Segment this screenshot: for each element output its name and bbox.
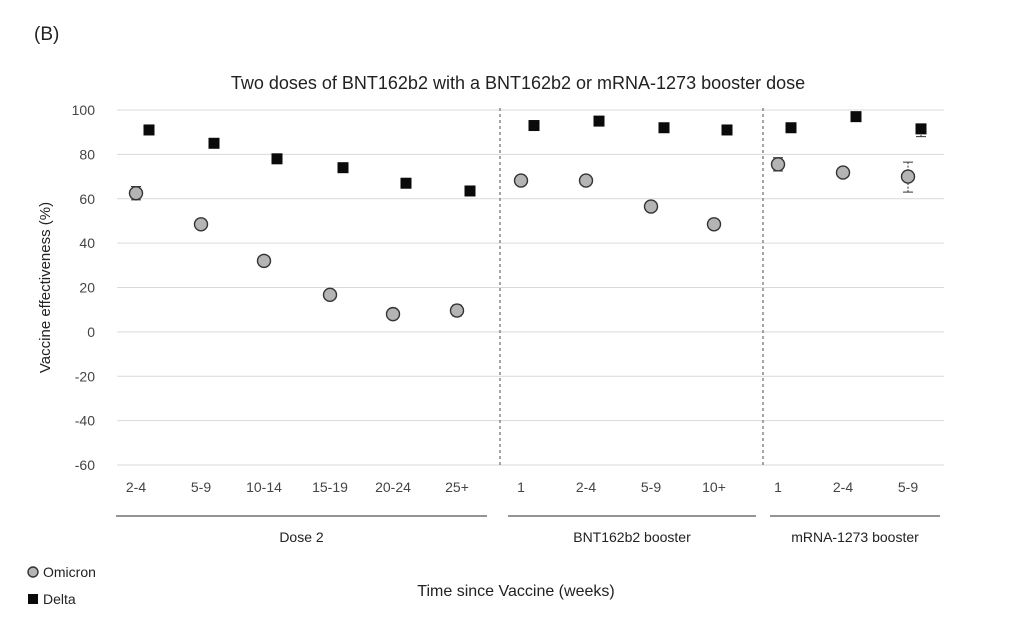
omicron-point <box>706 217 722 232</box>
omicron-point <box>835 165 851 180</box>
omicron-point <box>322 287 338 303</box>
y-tick-label: 100 <box>72 102 96 118</box>
y-tick-label: 60 <box>79 191 95 207</box>
x-tick-label: 1 <box>774 479 782 495</box>
x-tick-label: 10+ <box>702 479 726 495</box>
x-tick-label: 1 <box>517 479 525 495</box>
group-label: mRNA-1273 booster <box>791 529 919 545</box>
y-tick-label: 40 <box>79 235 95 251</box>
delta-point <box>208 137 220 149</box>
delta-point <box>143 124 155 136</box>
delta-point <box>658 122 670 134</box>
x-tick-label: 25+ <box>445 479 469 495</box>
y-tick-label: -60 <box>75 457 95 473</box>
group-label: BNT162b2 booster <box>573 529 691 545</box>
delta-point <box>850 111 862 123</box>
omicron-point <box>578 173 594 188</box>
y-tick-label: 0 <box>87 324 95 340</box>
omicron-point <box>193 217 209 232</box>
delta-point <box>593 115 605 127</box>
delta-point <box>464 185 476 197</box>
omicron-point <box>643 199 659 214</box>
omicron-point <box>128 186 144 201</box>
omicron-point <box>256 253 272 269</box>
legend-delta-marker <box>28 594 38 604</box>
delta-point <box>271 153 283 165</box>
chart-title: Two doses of BNT162b2 with a BNT162b2 or… <box>231 73 805 93</box>
delta-point <box>915 123 927 135</box>
x-tick-label: 20-24 <box>375 479 411 495</box>
x-tick-label: 5-9 <box>191 479 211 495</box>
delta-point <box>337 162 349 174</box>
panel-label: (B) <box>34 24 60 45</box>
y-tick-label: -40 <box>75 413 95 429</box>
y-tick-label: 80 <box>79 146 95 162</box>
omicron-point <box>770 157 786 172</box>
omicron-point <box>513 173 529 188</box>
omicron-point <box>385 306 401 322</box>
delta-point <box>721 124 733 136</box>
x-axis-label: Time since Vaccine (weeks) <box>417 583 614 600</box>
x-tick-label: 2-4 <box>833 479 853 495</box>
legend-delta-label: Delta <box>43 591 76 607</box>
omicron-point <box>449 303 465 318</box>
x-tick-label: 10-14 <box>246 479 282 495</box>
x-tick-label: 5-9 <box>898 479 918 495</box>
x-tick-label: 5-9 <box>641 479 661 495</box>
legend-omicron-label: Omicron <box>43 564 96 580</box>
delta-point <box>785 122 797 134</box>
group-label: Dose 2 <box>279 529 324 545</box>
y-tick-label: 20 <box>79 280 95 296</box>
x-tick-label: 2-4 <box>576 479 596 495</box>
x-tick-label: 15-19 <box>312 479 348 495</box>
omicron-point <box>900 169 916 184</box>
y-axis-label: Vaccine effectiveness (%) <box>37 202 54 373</box>
delta-point <box>400 177 412 189</box>
legend-omicron-marker <box>27 566 39 578</box>
delta-point <box>528 120 540 132</box>
y-tick-label: -20 <box>75 368 95 384</box>
x-tick-label: 2-4 <box>126 479 146 495</box>
